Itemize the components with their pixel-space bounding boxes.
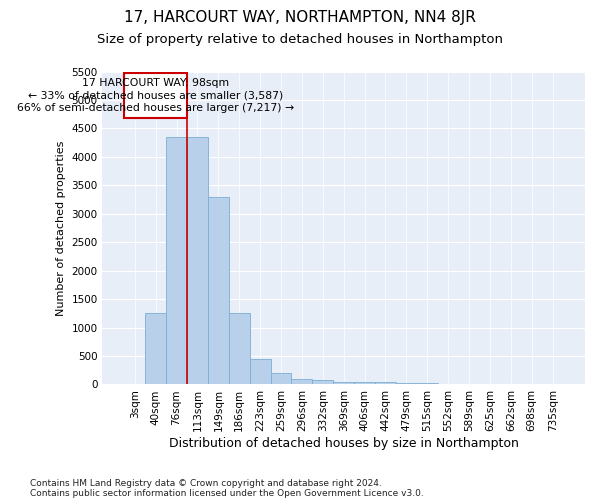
Bar — [354, 382, 375, 384]
Bar — [292, 379, 313, 384]
FancyBboxPatch shape — [124, 72, 187, 118]
X-axis label: Distribution of detached houses by size in Northampton: Distribution of detached houses by size … — [169, 437, 518, 450]
Bar — [208, 196, 229, 384]
Bar — [229, 314, 250, 384]
Text: 66% of semi-detached houses are larger (7,217) →: 66% of semi-detached houses are larger (… — [17, 103, 294, 113]
Text: ← 33% of detached houses are smaller (3,587): ← 33% of detached houses are smaller (3,… — [28, 90, 283, 101]
Text: 17, HARCOURT WAY, NORTHAMPTON, NN4 8JR: 17, HARCOURT WAY, NORTHAMPTON, NN4 8JR — [124, 10, 476, 25]
Bar — [271, 373, 292, 384]
Bar — [313, 380, 333, 384]
Bar — [250, 359, 271, 384]
Text: Size of property relative to detached houses in Northampton: Size of property relative to detached ho… — [97, 32, 503, 46]
Y-axis label: Number of detached properties: Number of detached properties — [56, 140, 66, 316]
Bar — [396, 383, 417, 384]
Text: Contains public sector information licensed under the Open Government Licence v3: Contains public sector information licen… — [30, 488, 424, 498]
Bar — [166, 137, 187, 384]
Bar — [187, 137, 208, 384]
Bar — [145, 314, 166, 384]
Bar — [375, 382, 396, 384]
Text: 17 HARCOURT WAY: 98sqm: 17 HARCOURT WAY: 98sqm — [82, 78, 229, 88]
Bar — [333, 382, 354, 384]
Text: Contains HM Land Registry data © Crown copyright and database right 2024.: Contains HM Land Registry data © Crown c… — [30, 478, 382, 488]
